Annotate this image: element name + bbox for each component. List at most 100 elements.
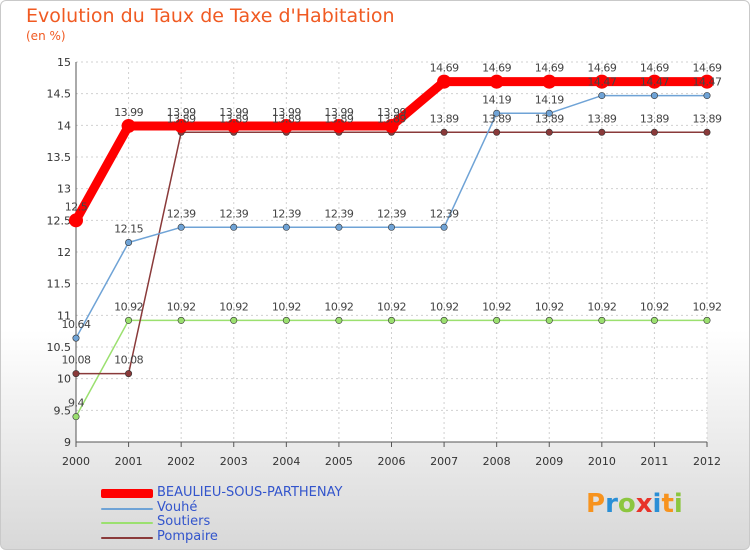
legend-swatch (101, 508, 153, 510)
data-point (647, 74, 662, 89)
data-label: 13.99 (272, 106, 301, 119)
data-point (545, 128, 553, 136)
x-tick-label: 2007 (430, 455, 458, 468)
y-tick-label: 15 (57, 56, 71, 69)
x-tick-label: 2012 (693, 455, 721, 468)
data-label: 10.92 (587, 300, 616, 313)
data-label: 13.89 (167, 112, 196, 125)
x-tick-label: 2004 (272, 455, 300, 468)
data-point (331, 118, 346, 133)
y-tick-label: 14.5 (47, 88, 72, 101)
data-point (650, 92, 658, 100)
data-label: 13.99 (114, 106, 143, 119)
data-label: 13.89 (640, 112, 669, 125)
data-point (703, 92, 711, 100)
data-point (542, 74, 557, 89)
data-point (387, 223, 395, 231)
logo-letter: i (673, 489, 683, 519)
y-tick-label: 10.5 (47, 341, 72, 354)
x-tick-label: 2002 (167, 455, 195, 468)
data-label: 13.89 (324, 112, 353, 125)
data-label: 13.89 (272, 112, 301, 125)
x-tick-label: 2006 (378, 455, 406, 468)
data-label: 14.69 (640, 62, 669, 75)
data-point (703, 316, 711, 324)
data-label: 13.99 (167, 106, 196, 119)
data-point (493, 128, 501, 136)
data-point (174, 118, 189, 133)
data-label: 10.92 (219, 300, 248, 313)
x-tick-label: 2009 (535, 455, 563, 468)
data-label: 13.99 (324, 106, 353, 119)
data-point (598, 316, 606, 324)
data-label: 10.92 (693, 300, 722, 313)
data-label: 14.69 (535, 62, 564, 75)
data-label: 12.39 (219, 207, 248, 220)
data-label: 14.69 (587, 62, 616, 75)
logo-letter: i (652, 489, 662, 519)
data-label: 10.92 (167, 300, 196, 313)
data-label: 12.39 (272, 207, 301, 220)
x-tick-label: 2003 (220, 455, 248, 468)
data-point (230, 316, 238, 324)
data-point (387, 316, 395, 324)
x-tick-label: 2001 (115, 455, 143, 468)
x-tick-label: 2010 (588, 455, 616, 468)
data-point (703, 128, 711, 136)
data-label: 14.69 (430, 62, 459, 75)
y-tick-label: 12.5 (47, 214, 72, 227)
logo-letter: t (661, 489, 674, 519)
data-point (489, 74, 504, 89)
x-tick-label: 2000 (62, 455, 90, 468)
data-label: 12.15 (114, 223, 143, 236)
data-label: 10.92 (482, 300, 511, 313)
data-label: 13.89 (377, 112, 406, 125)
data-point (121, 118, 136, 133)
data-label: 12.5 (65, 200, 88, 213)
y-tick-label: 11.5 (47, 278, 72, 291)
data-point (440, 128, 448, 136)
data-label: 10.92 (324, 300, 353, 313)
data-point (125, 239, 133, 247)
data-label: 10.92 (535, 300, 564, 313)
data-point (282, 316, 290, 324)
x-tick-label: 2005 (325, 455, 353, 468)
data-label: 12.39 (324, 207, 353, 220)
legend-swatch (101, 522, 153, 524)
data-label: 12.39 (377, 207, 406, 220)
logo-letter: o (617, 489, 636, 519)
data-label: 12.39 (167, 207, 196, 220)
data-label: 13.99 (377, 106, 406, 119)
legend-label: Soutiers (157, 514, 211, 529)
data-label: 13.89 (587, 112, 616, 125)
data-label: 13.89 (219, 112, 248, 125)
data-point (650, 316, 658, 324)
y-tick-label: 9 (64, 436, 71, 449)
data-label: 13.89 (535, 112, 564, 125)
y-tick-label: 12 (57, 246, 71, 259)
y-tick-label: 9.5 (54, 404, 72, 417)
data-label: 10.92 (640, 300, 669, 313)
proxiti-logo: Proxiti (586, 489, 683, 519)
logo-letter: P (586, 489, 606, 519)
data-point (384, 118, 399, 133)
data-label: 10.92 (114, 300, 143, 313)
data-point (440, 316, 448, 324)
data-point (279, 118, 294, 133)
data-label: 14.47 (693, 76, 722, 89)
data-point (545, 109, 553, 117)
data-point (125, 316, 133, 324)
data-point (72, 334, 80, 342)
data-point (493, 109, 501, 117)
x-tick-label: 2011 (640, 455, 668, 468)
data-point (177, 316, 185, 324)
data-point (125, 370, 133, 378)
data-point (282, 223, 290, 231)
data-point (598, 92, 606, 100)
data-label: 10.08 (62, 354, 91, 367)
data-point (650, 128, 658, 136)
data-point (226, 118, 241, 133)
data-point (437, 74, 452, 89)
legend-swatch (101, 489, 153, 498)
